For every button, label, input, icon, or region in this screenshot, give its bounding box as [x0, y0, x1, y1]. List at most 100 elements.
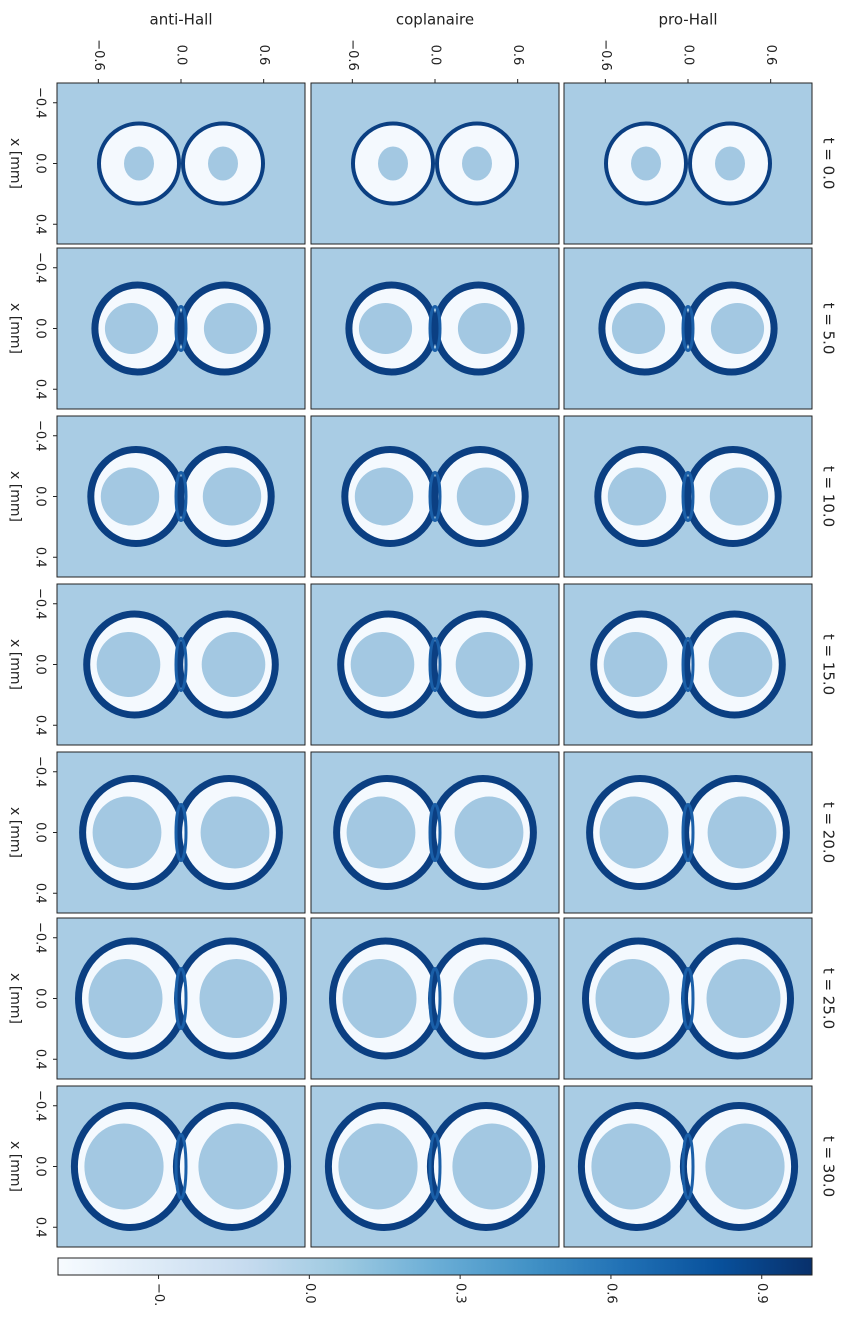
x-tick-label: 0.0 — [33, 822, 48, 843]
y-tick-label: 0.6 — [256, 45, 271, 66]
panel-frame — [563, 82, 813, 245]
y-tick-label: −0.6 — [598, 39, 613, 71]
core — [454, 796, 524, 869]
panel — [563, 751, 813, 914]
colorbar-tick-label: 0.3 — [453, 1283, 468, 1304]
shock — [681, 803, 695, 862]
panel-image — [564, 248, 812, 409]
x-tick-label: 0.4 — [33, 1217, 48, 1238]
shock — [428, 305, 442, 352]
row-label: t = 15.0 — [820, 634, 838, 695]
panel-image — [57, 1086, 305, 1247]
x-tick-label: −0.4 — [33, 922, 48, 954]
panel-image — [311, 83, 559, 244]
panel — [56, 247, 306, 410]
shock — [428, 803, 442, 862]
core — [198, 1123, 278, 1210]
panel-frame — [310, 751, 560, 914]
panel — [310, 1085, 560, 1248]
panel — [310, 751, 560, 914]
panel — [56, 415, 306, 578]
panel-image — [311, 1086, 559, 1247]
panel-image — [57, 584, 305, 745]
core — [100, 467, 160, 526]
panel-frame — [56, 415, 306, 578]
shock — [174, 471, 188, 522]
colorbar-tick-label: −0. — [151, 1283, 166, 1306]
row-label: t = 5.0 — [820, 303, 838, 355]
core — [96, 632, 161, 697]
panel-image — [564, 918, 812, 1079]
shock — [428, 637, 442, 692]
colorbar-tick-label: 0.9 — [754, 1283, 769, 1304]
core — [202, 467, 262, 526]
panel-frame — [56, 917, 306, 1080]
row-label: t = 0.0 — [820, 138, 838, 190]
colorbar-tick-label: 0.6 — [603, 1283, 618, 1304]
panel-frame — [563, 583, 813, 746]
column-title: coplanaire — [396, 11, 474, 29]
x-tick-label: 0.4 — [33, 379, 48, 400]
x-axis-label: x [mm] — [7, 138, 23, 189]
core — [705, 1123, 785, 1210]
core — [84, 1123, 164, 1210]
core — [611, 303, 666, 354]
shock — [174, 967, 188, 1030]
panel-frame — [563, 917, 813, 1080]
panel-image — [564, 1086, 812, 1247]
panel-frame — [563, 751, 813, 914]
core — [706, 959, 781, 1038]
panel — [563, 583, 813, 746]
x-tick-label: −0.4 — [33, 1090, 48, 1122]
core — [591, 1123, 671, 1210]
core — [603, 632, 668, 697]
panel-image — [311, 752, 559, 913]
panel-frame — [310, 1085, 560, 1248]
x-tick-label: 0.0 — [33, 654, 48, 675]
shock — [681, 1133, 695, 1200]
panel-frame — [56, 1085, 306, 1248]
y-tick-label: 0.6 — [763, 45, 778, 66]
core — [710, 303, 765, 354]
column-title: pro-Hall — [658, 11, 717, 29]
panel-image — [564, 83, 812, 244]
shock — [681, 637, 695, 692]
row-label: t = 30.0 — [820, 1136, 838, 1197]
core — [200, 796, 270, 869]
core — [453, 959, 528, 1038]
panel-image — [57, 918, 305, 1079]
x-axis-label: x [mm] — [7, 973, 23, 1024]
panel — [310, 583, 560, 746]
panel-frame — [56, 583, 306, 746]
y-tick-label: −0.6 — [91, 39, 106, 71]
panel — [563, 247, 813, 410]
shock — [428, 967, 442, 1030]
panel-frame — [56, 82, 306, 245]
x-tick-label: −0.4 — [33, 252, 48, 284]
panel-image — [57, 83, 305, 244]
panel — [563, 1085, 813, 1248]
x-tick-label: 0.0 — [33, 318, 48, 339]
y-tick-label: 0.6 — [510, 45, 525, 66]
panel — [310, 82, 560, 245]
core — [208, 146, 238, 181]
x-tick-label: 0.0 — [33, 486, 48, 507]
panel-image — [57, 416, 305, 577]
x-tick-label: 0.0 — [33, 988, 48, 1009]
core — [124, 146, 154, 181]
x-axis-label: x [mm] — [7, 471, 23, 522]
core — [199, 959, 274, 1038]
panel-frame — [563, 1085, 813, 1248]
core — [342, 959, 417, 1038]
core — [709, 467, 769, 526]
core — [346, 796, 416, 869]
core — [338, 1123, 418, 1210]
core — [607, 467, 667, 526]
panel — [56, 82, 306, 245]
panel — [56, 583, 306, 746]
panel-frame — [310, 82, 560, 245]
core — [457, 303, 512, 354]
panel-frame — [310, 917, 560, 1080]
